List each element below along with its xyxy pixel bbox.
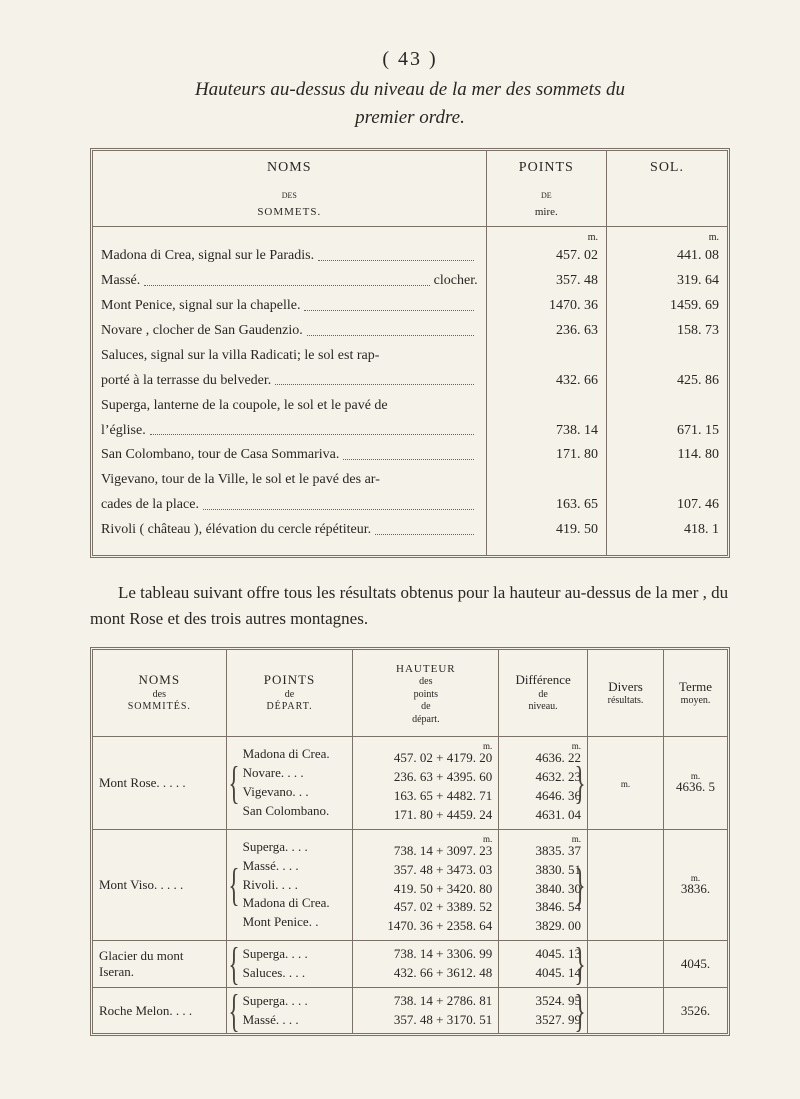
t1-row-name: porté à la terrasse du belveder. xyxy=(93,369,486,394)
t2-group-terme: m.4636. 5 xyxy=(664,737,727,829)
t1-row-sol: 418. 1 xyxy=(607,518,727,543)
t1-row-name: Mont Penice, signal sur la chapelle. xyxy=(93,294,486,319)
t2-hdr-terme: Terme xyxy=(679,679,712,694)
t2-group-terme: m.3836. xyxy=(664,829,727,940)
t2-group-diff: 3524. 953527. 99} xyxy=(499,987,588,1033)
t2-hdr-h-s3: de xyxy=(357,701,494,714)
t2-hdr-diff-s1: de xyxy=(503,689,583,702)
t1-row-points: 236. 63 xyxy=(486,319,606,344)
t2-group-diff: 4045. 134045. 14} xyxy=(499,941,588,988)
t2-hdr-terme-s: moyen. xyxy=(668,695,723,708)
t1-row-name: cades de la place. xyxy=(93,493,486,518)
t2-group-diff: m.4636. 224632. 234646. 364631. 04} xyxy=(499,737,588,829)
t1-row-points: 457. 02 xyxy=(486,244,606,269)
t1-row-sol: 671. 15 xyxy=(607,419,727,444)
t2-group-divers xyxy=(587,987,663,1033)
t1-row-points: 1470. 36 xyxy=(486,294,606,319)
t1-unit-2: m. xyxy=(607,226,727,244)
t1-hdr-noms: NOMS xyxy=(267,160,311,175)
t1-row-sol: 1459. 69 xyxy=(607,294,727,319)
t2-group-points: {Superga. . . .Massé. . . .Rivoli. . . .… xyxy=(226,829,353,940)
t1-row-points xyxy=(486,468,606,493)
t2-group-points: {Superga. . . .Saluces. . . . xyxy=(226,941,353,988)
t1-row-name: Rivoli ( château ), élévation du cercle … xyxy=(93,518,486,543)
t1-row-points: 419. 50 xyxy=(486,518,606,543)
t1-hdr-points-sub: de xyxy=(486,180,606,205)
t1-row-points: 171. 80 xyxy=(486,443,606,468)
t2-group-name: Mont Viso. . . . . xyxy=(93,829,226,940)
t2-hdr-points-sub: de xyxy=(231,689,349,702)
mid-paragraph: Le tableau suivant offre tous les résult… xyxy=(90,580,730,633)
t1-row-name: Saluces, signal sur la villa Radicati; l… xyxy=(93,344,486,369)
t1-row-name: Massé.clocher. xyxy=(93,269,486,294)
t2-hdr-points-sub2: DÉPART. xyxy=(231,701,349,714)
title-line-1: Hauteurs au-dessus du niveau de la mer d… xyxy=(90,77,730,103)
table-2: NOMS des SOMMITÉS. POINTS de DÉPART. HAU… xyxy=(90,647,730,1037)
t1-row-points xyxy=(486,344,606,369)
t2-group-points: {Superga. . . .Massé. . . . xyxy=(226,987,353,1033)
t2-group-name: Glacier du mont Iseran. xyxy=(93,941,226,988)
t1-row-sol: 107. 46 xyxy=(607,493,727,518)
t2-group-name: Roche Melon. . . . xyxy=(93,987,226,1033)
t1-hdr-sommets: SOMMETS. xyxy=(257,206,321,218)
t2-group-hauteur: 738. 14 + 2786. 81357. 48 + 3170. 51 xyxy=(353,987,499,1033)
t1-row-name: Superga, lanterne de la coupole, le sol … xyxy=(93,394,486,419)
document-page: ( 43 ) Hauteurs au-dessus du niveau de l… xyxy=(0,0,800,1099)
t1-row-sol: 158. 73 xyxy=(607,319,727,344)
t1-row-points xyxy=(486,394,606,419)
page-number: ( 43 ) xyxy=(90,48,730,71)
t1-hdr-sol: SOL. xyxy=(650,160,684,175)
t1-hdr-mire: mire. xyxy=(486,205,606,226)
t2-group-points: {Madona di Crea.Novare. . . .Vigevano. .… xyxy=(226,737,353,829)
t1-row-name: l’église. xyxy=(93,419,486,444)
t2-hdr-h-s1: des xyxy=(357,676,494,689)
t1-row-sol: 114. 80 xyxy=(607,443,727,468)
t2-hdr-h-s4: départ. xyxy=(357,714,494,727)
t2-group-hauteur: m.457. 02 + 4179. 20236. 63 + 4395. 6016… xyxy=(353,737,499,829)
t2-hdr-points: POINTS xyxy=(264,672,316,687)
t2-group-divers: m. xyxy=(587,737,663,829)
t1-row-name: Vigevano, tour de la Ville, le sol et le… xyxy=(93,468,486,493)
t2-group-divers xyxy=(587,941,663,988)
t1-row-sol xyxy=(607,394,727,419)
t1-row-points: 432. 66 xyxy=(486,369,606,394)
t1-row-sol: 425. 86 xyxy=(607,369,727,394)
t2-hdr-noms: NOMS xyxy=(139,672,181,687)
t2-hdr-noms-sub: des xyxy=(97,689,222,702)
t2-hdr-hauteur: HAUTEUR xyxy=(396,663,456,675)
t1-row-name: Madona di Crea, signal sur le Paradis. xyxy=(93,244,486,269)
t1-row-sol xyxy=(607,468,727,493)
title-line-2: premier ordre. xyxy=(90,105,730,131)
t2-hdr-diff-s2: niveau. xyxy=(503,701,583,714)
t1-row-points: 163. 65 xyxy=(486,493,606,518)
t1-row-name: Novare , clocher de San Gaudenzio. xyxy=(93,319,486,344)
t1-row-sol: 441. 08 xyxy=(607,244,727,269)
t1-hdr-points: POINTS xyxy=(519,160,574,175)
t2-group-divers xyxy=(587,829,663,940)
t2-group-diff: m.3835. 373830. 513840. 303846. 543829. … xyxy=(499,829,588,940)
t2-group-hauteur: m.738. 14 + 3097. 23357. 48 + 3473. 0341… xyxy=(353,829,499,940)
t2-hdr-divers-s: résultats. xyxy=(592,695,659,708)
t2-group-terme: 4045. xyxy=(664,941,727,988)
t2-group-terme: 3526. xyxy=(664,987,727,1033)
t1-row-points: 357. 48 xyxy=(486,269,606,294)
t1-row-sol: 319. 64 xyxy=(607,269,727,294)
table-1: NOMS POINTS SOL. des de SOMMETS. mire. m… xyxy=(90,148,730,558)
t1-row-sol xyxy=(607,344,727,369)
t2-hdr-diff: Différence xyxy=(515,672,570,687)
t2-hdr-divers: Divers xyxy=(608,679,643,694)
t2-hdr-h-s2: points xyxy=(357,689,494,702)
t2-group-name: Mont Rose. . . . . xyxy=(93,737,226,829)
t1-unit-1: m. xyxy=(486,226,606,244)
t2-group-hauteur: 738. 14 + 3306. 99432. 66 + 3612. 48 xyxy=(353,941,499,988)
t2-hdr-noms-sub2: SOMMITÉS. xyxy=(97,701,222,714)
t1-row-points: 738. 14 xyxy=(486,419,606,444)
t1-row-name: San Colombano, tour de Casa Sommariva. xyxy=(93,443,486,468)
t1-hdr-noms-sub: des xyxy=(93,180,486,205)
